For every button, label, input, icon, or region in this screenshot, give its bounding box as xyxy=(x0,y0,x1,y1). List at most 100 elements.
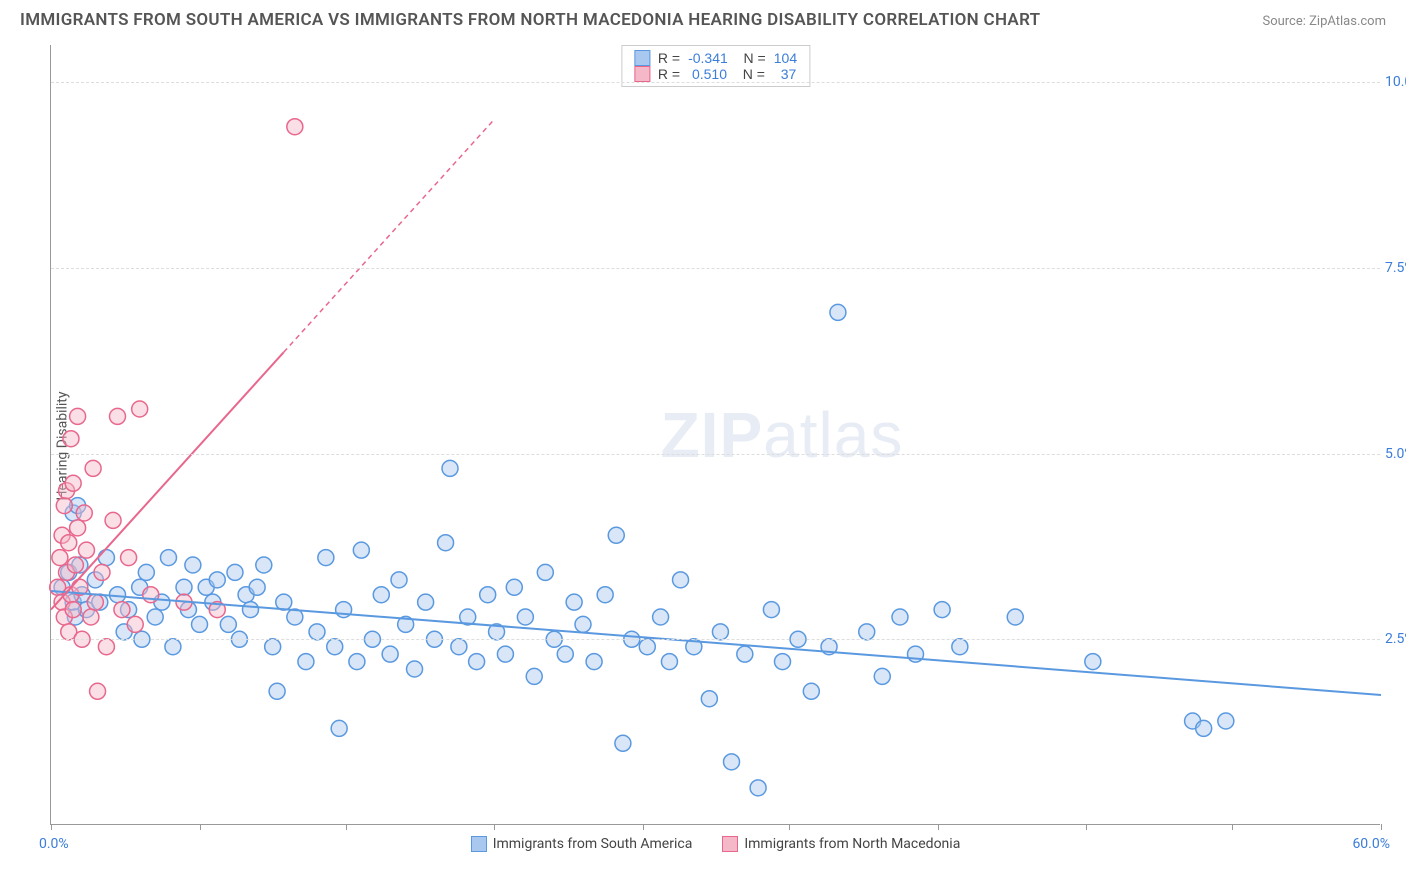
legend-label: Immigrants from North Macedonia xyxy=(744,836,960,852)
data-point xyxy=(220,616,236,632)
x-tick xyxy=(494,824,495,830)
data-point xyxy=(298,654,314,670)
data-point xyxy=(114,602,130,618)
stat-r-value: -0.341 xyxy=(688,50,728,66)
data-point xyxy=(952,639,968,655)
data-point xyxy=(391,572,407,588)
data-point xyxy=(76,505,92,521)
gridline xyxy=(51,82,1380,83)
data-point xyxy=(90,683,106,699)
data-point xyxy=(98,639,114,655)
gridline xyxy=(51,454,1380,455)
data-point xyxy=(353,542,369,558)
stat-r-value: 0.510 xyxy=(688,66,727,82)
data-point xyxy=(608,527,624,543)
x-tick xyxy=(51,824,52,830)
trend-line xyxy=(51,591,1381,695)
data-point xyxy=(661,654,677,670)
chart-header: IMMIGRANTS FROM SOUTH AMERICA VS IMMIGRA… xyxy=(20,10,1386,30)
data-point xyxy=(1085,654,1101,670)
data-point xyxy=(442,460,458,476)
data-point xyxy=(557,646,573,662)
data-point xyxy=(451,639,467,655)
legend-swatch-icon xyxy=(722,836,738,852)
y-tick-label: 2.5% xyxy=(1385,631,1406,647)
data-point xyxy=(243,602,259,618)
data-point xyxy=(615,735,631,751)
data-point xyxy=(265,639,281,655)
data-point xyxy=(165,639,181,655)
data-point xyxy=(121,550,137,566)
data-point xyxy=(469,654,485,670)
chart-title: IMMIGRANTS FROM SOUTH AMERICA VS IMMIGRA… xyxy=(20,10,1040,30)
data-point xyxy=(147,609,163,625)
data-point xyxy=(830,304,846,320)
data-point xyxy=(70,408,86,424)
data-point xyxy=(712,624,728,640)
legend-item: Immigrants from North Macedonia xyxy=(722,836,960,852)
chart-source: Source: ZipAtlas.com xyxy=(1262,14,1386,29)
data-point xyxy=(94,564,110,580)
legend-swatch-icon xyxy=(634,50,650,66)
stat-r-label: R = xyxy=(658,50,680,66)
stat-n-label: N = xyxy=(736,50,766,66)
data-point xyxy=(407,661,423,677)
stats-box: R =-0.341 N =104R = 0.510 N = 37 xyxy=(621,45,810,87)
x-tick xyxy=(200,824,201,830)
stat-n-value: 104 xyxy=(774,50,797,66)
data-point xyxy=(575,616,591,632)
data-point xyxy=(586,654,602,670)
x-tick xyxy=(1232,824,1233,830)
x-tick xyxy=(789,824,790,830)
y-tick-label: 10.0% xyxy=(1385,74,1406,90)
stat-n-label: N = xyxy=(735,66,765,82)
stats-row: R = 0.510 N = 37 xyxy=(634,66,797,82)
trend-line xyxy=(51,352,284,609)
data-point xyxy=(110,587,126,603)
data-point xyxy=(209,572,225,588)
data-point xyxy=(110,408,126,424)
data-point xyxy=(653,609,669,625)
data-point xyxy=(287,119,303,135)
data-point xyxy=(331,720,347,736)
data-point xyxy=(438,535,454,551)
bottom-legend: Immigrants from South America Immigrants … xyxy=(51,836,1380,852)
legend-item: Immigrants from South America xyxy=(471,836,693,852)
data-point xyxy=(85,460,101,476)
data-point xyxy=(803,683,819,699)
data-point xyxy=(859,624,875,640)
stats-row: R = -0.341 N = 104 xyxy=(634,50,797,66)
stat-r-label: R = xyxy=(658,66,680,82)
data-point xyxy=(1196,720,1212,736)
x-tick xyxy=(643,824,644,830)
legend-label: Immigrants from South America xyxy=(493,836,693,852)
x-tick xyxy=(938,824,939,830)
data-point xyxy=(737,646,753,662)
data-point xyxy=(256,557,272,573)
data-point xyxy=(138,564,154,580)
data-point xyxy=(176,579,192,595)
data-point xyxy=(517,609,533,625)
data-point xyxy=(537,564,553,580)
data-point xyxy=(526,668,542,684)
data-point xyxy=(349,654,365,670)
data-point xyxy=(127,616,143,632)
data-point xyxy=(56,498,72,514)
data-point xyxy=(309,624,325,640)
data-point xyxy=(497,646,513,662)
data-point xyxy=(87,594,103,610)
data-point xyxy=(52,550,68,566)
chart-svg xyxy=(51,45,1380,824)
data-point xyxy=(63,431,79,447)
data-point xyxy=(724,754,740,770)
data-point xyxy=(185,557,201,573)
data-point xyxy=(327,639,343,655)
data-point xyxy=(934,602,950,618)
stat-n-value: 37 xyxy=(773,66,796,82)
data-point xyxy=(61,535,77,551)
data-point xyxy=(750,780,766,796)
data-point xyxy=(105,512,121,528)
gridline xyxy=(51,268,1380,269)
data-point xyxy=(160,550,176,566)
data-point xyxy=(639,639,655,655)
